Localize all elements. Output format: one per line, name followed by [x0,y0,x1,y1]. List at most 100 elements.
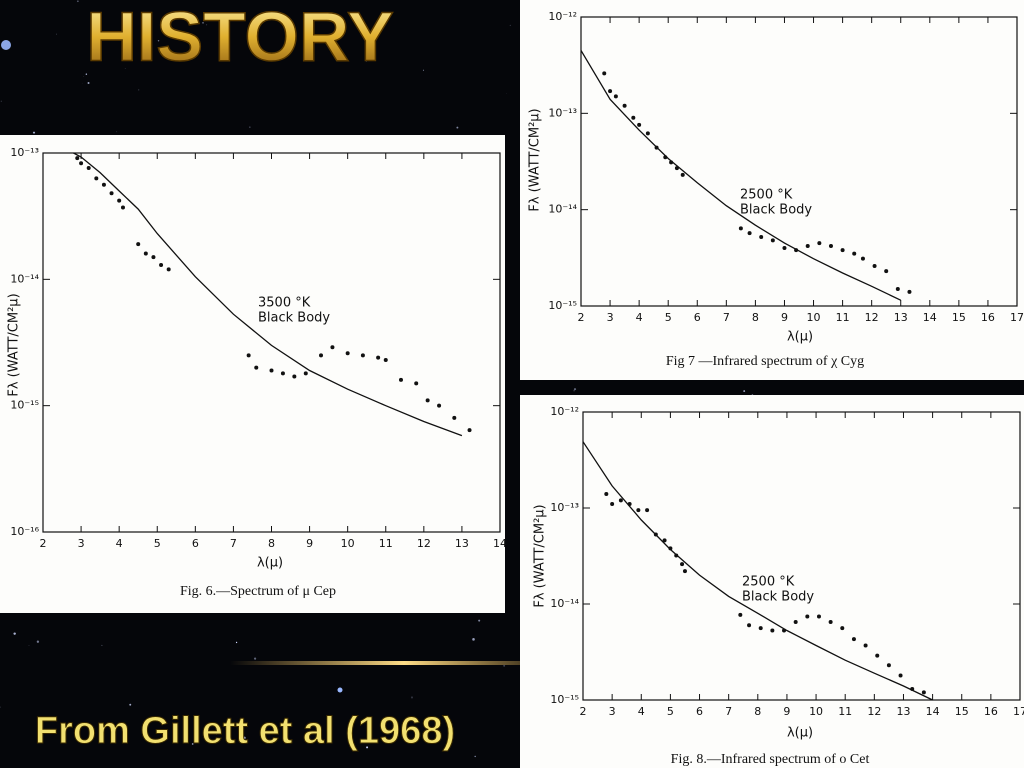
x-tick-label: 5 [154,537,161,550]
data-point [117,198,122,203]
data-point [383,357,388,362]
data-point [608,89,613,94]
star [174,59,176,61]
annotation: 2500 °K [740,188,793,203]
data-point [782,246,787,251]
star [76,0,79,3]
star [206,24,208,26]
y-axis-label: Fλ (WATT/CM²μ) [7,293,22,396]
data-point [101,182,106,187]
star [365,60,367,62]
star [472,638,475,641]
data-point [136,242,141,247]
data-point [682,569,687,574]
x-tick-label: 17 [1010,311,1024,324]
x-tick-label: 6 [192,537,199,550]
star [0,706,1,708]
light-streak [230,661,520,665]
data-point [414,381,419,386]
x-tick-label: 8 [754,705,761,718]
chart: 2 3 4 5 6 7 8 9 10 11 12 13 14 10⁻¹⁶ 10⁻¹⁵ 10⁻¹⁴ 10⁻¹³ 35… [0,135,507,613]
data-point [863,643,868,648]
annotation: Black Body [740,203,812,218]
x-tick-label: 3 [609,705,616,718]
x-tick-label: 12 [417,537,431,550]
x-tick-label: 7 [725,705,732,718]
blackbody-curve [580,50,901,301]
x-tick-label: 11 [838,705,852,718]
x-tick-label: 4 [636,311,643,324]
data-point [613,94,618,99]
y-tick-label: 10⁻¹⁴ [550,597,579,610]
data-point [166,267,171,272]
data-point [875,653,880,658]
data-point [398,377,403,382]
x-tick-label: 2 [40,537,47,550]
star [87,81,90,84]
data-point [645,131,650,136]
star [573,390,575,392]
star [124,68,126,69]
star [28,645,30,646]
data-point [618,498,623,503]
star [138,89,140,91]
data-point [738,226,743,231]
data-point [151,255,156,260]
data-point [637,122,642,127]
x-tick-label: 9 [783,705,790,718]
data-point [805,243,810,248]
figure-caption: Fig. 6.—Spectrum of μ Cep [180,584,336,599]
data-point [840,626,845,631]
x-tick-label: 6 [696,705,703,718]
data-point [143,251,148,256]
y-tick-label: 10⁻¹⁵ [10,399,39,412]
data-point [425,398,430,403]
star [101,644,103,646]
x-tick-label: 5 [665,311,672,324]
x-tick-label: 17 [1013,705,1024,718]
star [337,687,343,693]
star [253,657,257,660]
data-point [738,612,743,617]
data-point [292,374,297,379]
star [478,619,481,622]
x-tick-label: 2 [580,705,587,718]
star [235,641,238,644]
figure-caption: Fig 7 —Infrared spectrum of χ Cyg [666,354,864,369]
data-point [921,690,926,695]
data-point [898,673,903,678]
star [13,632,16,635]
chart-panel [0,135,505,613]
y-tick-label: 10⁻¹⁵ [550,693,579,706]
blackbody-curve [582,441,933,701]
slide-title: HISTORY [86,0,393,75]
data-point [467,428,472,433]
data-point [610,502,615,507]
data-point [602,71,607,76]
star [474,755,476,758]
data-point [345,351,350,356]
chart: 2 3 4 5 6 7 8 9 10 11 12 13 14 15 16 17 10⁻¹⁵ 10⁻¹⁴ 10⁻¹³ 1… [520,395,1024,768]
x-tick-label: 14 [923,311,937,324]
x-tick-label: 12 [865,311,879,324]
blackbody-curve [73,152,463,437]
data-point [828,619,833,624]
x-tick-label: 10 [807,311,821,324]
data-point [79,161,84,166]
data-point [759,235,764,240]
data-point [604,491,609,496]
star [366,746,369,749]
x-tick-label: 13 [894,311,908,324]
data-point [254,365,259,370]
data-point [884,269,889,274]
x-tick-label: 8 [752,311,759,324]
data-point [852,251,857,256]
citation: From Gillett et al (1968) [35,710,455,752]
x-tick-label: 8 [268,537,275,550]
data-point [360,353,365,358]
x-tick-label: 7 [723,311,730,324]
x-tick-label: 15 [955,705,969,718]
x-tick-label: 16 [981,311,995,324]
y-tick-label: 10⁻¹³ [548,106,577,119]
